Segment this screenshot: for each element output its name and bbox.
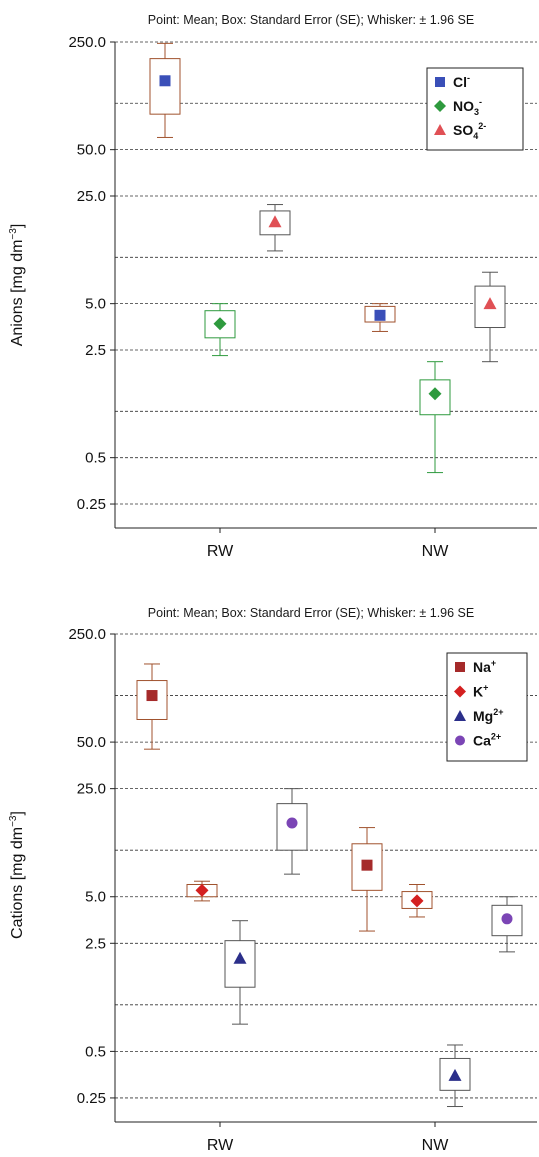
- mean-marker-triangle: [448, 1068, 462, 1081]
- x-tick-label: RW: [207, 1137, 234, 1154]
- legend-item-k: K+: [454, 683, 488, 700]
- box-no-rw: [204, 303, 236, 357]
- legend-item-mg: Mg2+: [454, 707, 503, 724]
- x-tick-label: NW: [422, 1137, 450, 1154]
- mean-marker-square: [455, 662, 465, 672]
- y-tick-label: 0.25: [77, 1090, 106, 1107]
- legend: Na+ K+ Mg2+ Ca2+: [446, 652, 528, 762]
- legend-label: Cl-: [453, 73, 470, 90]
- y-tick-label: 0.5: [85, 450, 106, 467]
- legend-item-ca: Ca2+: [455, 732, 501, 749]
- y-tick-label: 5.0: [85, 889, 106, 906]
- box-na-nw: [351, 827, 383, 932]
- mean-marker-circle: [455, 735, 465, 746]
- se-box: [224, 940, 256, 988]
- legend-item-cl: Cl-: [435, 73, 470, 90]
- mean-marker-triangle: [434, 124, 446, 135]
- box-k-rw: [186, 880, 218, 902]
- mean-marker-triangle: [483, 297, 497, 310]
- y-axis-label: Anions [mg dm−3]: [8, 224, 26, 347]
- y-tick-label: 0.25: [77, 496, 106, 513]
- box-no-nw: [419, 361, 451, 474]
- y-axis-label: Cations [mg dm−3]: [8, 811, 26, 939]
- y-tick-label: 5.0: [85, 296, 106, 313]
- mean-marker-diamond: [454, 685, 466, 698]
- y-tick-label: 0.5: [85, 1043, 106, 1060]
- box-mg-rw: [224, 920, 256, 1025]
- legend-label: Ca2+: [473, 732, 501, 749]
- x-tick-label: RW: [207, 543, 234, 560]
- box-na-rw: [136, 663, 168, 750]
- mean-marker-circle: [501, 913, 513, 925]
- box-k-nw: [401, 883, 433, 918]
- legend-label: Na+: [473, 658, 496, 675]
- box-cl-nw: [364, 303, 396, 332]
- mean-marker-triangle: [268, 215, 282, 228]
- chart-title: Point: Mean; Box: Standard Error (SE); W…: [148, 13, 474, 27]
- mean-marker-square: [435, 77, 445, 87]
- y-tick-label: 50.0: [77, 734, 106, 751]
- legend-label: NO3-: [453, 97, 482, 117]
- legend: Cl- NO3- SO42-: [426, 67, 524, 151]
- mean-marker-square: [146, 690, 158, 702]
- box-mg-nw: [439, 1044, 471, 1108]
- y-tick-label: 250.0: [68, 626, 106, 643]
- mean-marker-square: [361, 859, 373, 871]
- box-ca-rw: [276, 788, 308, 875]
- legend-label: SO42-: [453, 121, 486, 141]
- x-tick-label: NW: [422, 543, 450, 560]
- mean-marker-square: [374, 309, 386, 321]
- legend-item-so: SO42-: [434, 121, 486, 141]
- mean-marker-diamond: [434, 100, 446, 112]
- y-tick-label: 25.0: [77, 188, 106, 205]
- mean-marker-diamond: [428, 387, 442, 401]
- box-so-nw: [474, 271, 506, 363]
- chart-panel-1: Point: Mean; Box: Standard Error (SE); W…: [8, 13, 537, 560]
- mean-marker-triangle: [454, 710, 466, 721]
- box-ca-nw: [491, 896, 523, 953]
- box-so-rw: [259, 204, 291, 252]
- legend-item-no: NO3-: [434, 97, 482, 117]
- legend-label: K+: [473, 683, 488, 700]
- se-box: [149, 58, 181, 115]
- y-tick-label: 250.0: [68, 34, 106, 51]
- y-tick-label: 25.0: [77, 781, 106, 798]
- box-cl-rw: [149, 42, 181, 138]
- y-tick-label: 50.0: [77, 142, 106, 159]
- mean-marker-square: [159, 75, 171, 87]
- mean-marker-diamond: [213, 317, 227, 331]
- mean-marker-triangle: [233, 951, 247, 964]
- chart-title: Point: Mean; Box: Standard Error (SE); W…: [148, 606, 474, 620]
- mean-marker-circle: [286, 817, 298, 829]
- chart-panel-2: Point: Mean; Box: Standard Error (SE); W…: [8, 606, 537, 1154]
- y-tick-label: 2.5: [85, 935, 106, 952]
- legend-item-na: Na+: [455, 658, 496, 675]
- mean-marker-diamond: [195, 883, 209, 897]
- mean-marker-diamond: [410, 894, 424, 908]
- y-tick-label: 2.5: [85, 342, 106, 359]
- legend-label: Mg2+: [473, 707, 503, 724]
